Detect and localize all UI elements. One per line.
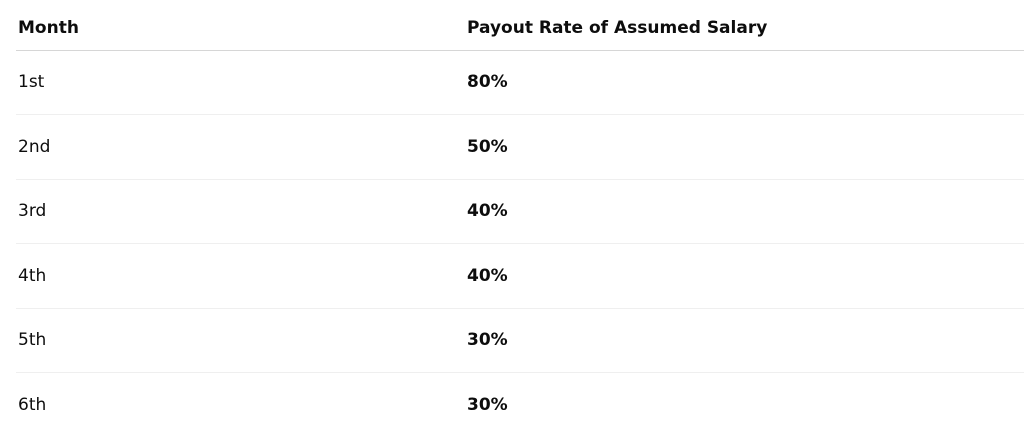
header-cell: Payout Rate of Assumed Salary bbox=[465, 0, 1024, 51]
rate-cell: 30% bbox=[467, 394, 508, 415]
month-cell: 3rd bbox=[16, 179, 465, 244]
rate-cell: 30% bbox=[465, 308, 1024, 373]
table-row: 6th 30% bbox=[16, 373, 1024, 437]
table-header: Month Payout Rate of Assumed Salary bbox=[16, 0, 1024, 51]
rate-cell: 80% bbox=[465, 50, 1024, 115]
table-body: 1st 80% 2nd 50% 3rd 40% 4th 40% 5th 30% 6th 30% bbox=[16, 50, 1024, 437]
table-row: 2nd 50% bbox=[16, 114, 1024, 180]
rate-cell: 40% bbox=[465, 179, 1024, 244]
header-row: Month Payout Rate of Assumed Salary bbox=[16, 0, 1024, 51]
table-row: 4th 40% bbox=[16, 243, 1024, 309]
rate-cell: 50% bbox=[465, 114, 1024, 180]
payout-table: Month Payout Rate of Assumed Salary 1st 8… bbox=[16, 0, 1024, 437]
month-cell: 1st bbox=[16, 50, 465, 115]
rate-cell: 40% bbox=[465, 243, 1024, 309]
table-row: 3rd 40% bbox=[16, 179, 1024, 244]
month-cell: 5th bbox=[16, 308, 465, 373]
month-cell: 4th bbox=[16, 243, 465, 309]
table-row: 1st 80% bbox=[16, 50, 1024, 115]
table-row: 5th 30% bbox=[16, 308, 1024, 373]
header-cell: Month bbox=[16, 0, 465, 51]
month-cell: 2nd bbox=[16, 114, 465, 180]
month-cell: 6th bbox=[18, 394, 47, 415]
